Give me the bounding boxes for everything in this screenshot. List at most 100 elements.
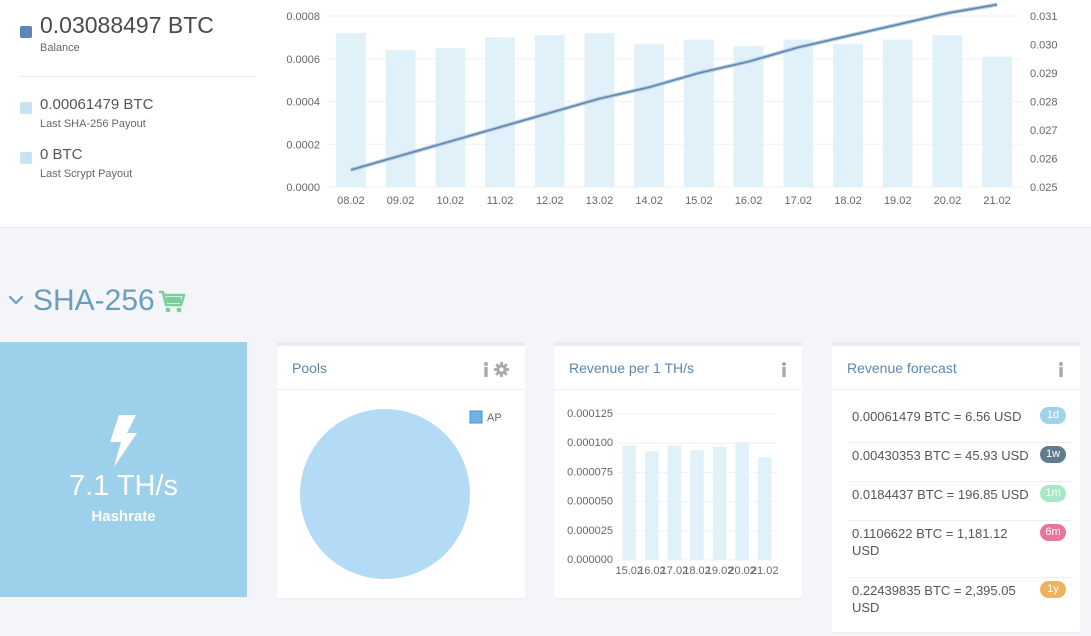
sha256-payout-value: 0.00061479 BTC — [40, 96, 154, 113]
revenue-per-th-chart: 0.000000 0.000025 0.000050 0.000075 0.000100… — [567, 408, 778, 577]
x-tick-label: 17.02 — [661, 565, 689, 577]
balance-value: 0.03088497 BTC — [40, 12, 214, 38]
bar — [634, 43, 665, 187]
x-tick-label: 15.02 — [685, 195, 713, 207]
x-tick-label: 15.02 — [616, 565, 644, 577]
pie-slice — [300, 409, 470, 579]
card-header: Pools — [277, 346, 525, 390]
balance-label: Balance — [40, 42, 80, 54]
y-tick-label: 0.000100 — [567, 437, 613, 449]
hashrate-value: 7.1 TH/s — [68, 470, 179, 502]
card-header: Revenue forecast — [832, 346, 1080, 390]
y-tick-label: 0.0006 — [286, 54, 320, 66]
period-badge: 1d — [1040, 407, 1066, 424]
revenue-per-th-card: Revenue per 1 TH/s 0.000000 0.000025 0.000… — [554, 342, 802, 598]
forecast-row-1m: 0.0184437 BTC = 196.85 USD 1m — [848, 482, 1072, 521]
x-tick-label: 18.02 — [834, 195, 862, 207]
x-tick-label: 20.02 — [728, 565, 756, 577]
period-badge: 1m — [1040, 485, 1066, 502]
legend-swatch — [469, 410, 483, 424]
x-tick-label: 08.02 — [337, 195, 365, 207]
period-badge: 6m — [1040, 524, 1066, 541]
divider — [20, 76, 256, 77]
bar — [783, 39, 814, 188]
forecast-row-1y: 0.22439835 BTC = 2,395.05 USD 1y — [848, 578, 1072, 636]
forecast-value: 0.1106622 BTC = 1,181.12 USD — [852, 526, 1008, 558]
x-tick-label: 12.02 — [536, 195, 564, 207]
y-right-tick-label: 0.028 — [1030, 97, 1058, 109]
card-title: Revenue forecast — [847, 360, 957, 376]
forecast-value: 0.00061479 BTC = 6.56 USD — [852, 409, 1022, 424]
y-right-tick-label: 0.031 — [1030, 11, 1058, 23]
sha256-legend-swatch — [20, 102, 32, 114]
revenue-forecast-card: Revenue forecast 0.00061479 BTC = 6.56 U… — [832, 342, 1080, 632]
x-tick-label: 20.02 — [934, 195, 962, 207]
x-tick-label: 17.02 — [785, 195, 813, 207]
y-tick-label: 0.000075 — [567, 466, 613, 478]
scrypt-payout-label: Last Scrypt Payout — [40, 168, 133, 180]
info-icon[interactable] — [780, 362, 788, 377]
y-tick-label: 0.000125 — [567, 408, 613, 420]
y-tick-label: 0.0008 — [286, 11, 320, 23]
bar — [385, 50, 416, 188]
bar — [485, 37, 515, 187]
cart-icon[interactable] — [158, 290, 186, 314]
section-title: SHA-256 — [33, 284, 155, 317]
balance-legend-swatch — [20, 26, 32, 38]
bar — [833, 43, 863, 187]
x-tick-label: 13.02 — [586, 195, 614, 207]
y-right-tick-label: 0.027 — [1030, 125, 1058, 137]
gear-icon[interactable] — [494, 362, 509, 377]
bar — [683, 39, 714, 188]
bar — [982, 56, 1013, 187]
x-tick-label: 14.02 — [635, 195, 663, 207]
bar — [335, 33, 366, 187]
period-badge: 1y — [1040, 581, 1066, 598]
hashrate-label: Hashrate — [91, 508, 156, 525]
bar — [932, 35, 963, 187]
series-line — [350, 3, 998, 171]
scrypt-legend-swatch — [20, 152, 32, 164]
y-right-tick-label: 0.029 — [1030, 68, 1058, 80]
y-right-tick-label: 0.025 — [1030, 182, 1058, 194]
bar — [735, 442, 749, 560]
bar — [733, 45, 764, 187]
forecast-row-1w: 0.00430353 BTC = 45.93 USD 1w — [848, 443, 1072, 482]
card-title: Revenue per 1 TH/s — [569, 360, 695, 376]
x-tick-label: 11.02 — [487, 195, 514, 207]
forecast-row-1d: 0.00061479 BTC = 6.56 USD 1d — [848, 404, 1072, 443]
x-tick-label: 10.02 — [437, 195, 465, 207]
scrypt-payout-value: 0 BTC — [40, 146, 83, 163]
x-tick-label: 16.02 — [638, 565, 666, 577]
card-header: Revenue per 1 TH/s — [554, 346, 802, 390]
x-tick-label: 19.02 — [706, 565, 734, 577]
bar — [667, 445, 682, 560]
forecast-value: 0.0184437 BTC = 196.85 USD — [852, 487, 1029, 502]
forecast-value: 0.00430353 BTC = 45.93 USD — [852, 448, 1029, 463]
pools-card: Pools AP — [277, 342, 525, 598]
y-tick-label: 0.0000 — [286, 182, 320, 194]
bar — [645, 451, 659, 560]
pools-pie-chart: AP — [300, 409, 502, 579]
bar — [622, 445, 637, 560]
balance-history-chart: 0.0000 0.0002 0.0004 0.0006 0.0008 0.025 0.026… — [286, 2, 1058, 207]
bar — [584, 33, 615, 187]
bar — [690, 450, 704, 560]
card-title: Pools — [292, 360, 328, 376]
forecast-row-6m: 0.1106622 BTC = 1,181.12 USD 6m — [848, 521, 1072, 578]
x-tick-label: 09.02 — [387, 195, 415, 207]
forecast-value: 0.22439835 BTC = 2,395.05 USD — [852, 583, 1016, 615]
legend-label: AP — [487, 412, 502, 424]
bar — [712, 446, 727, 560]
chevron-down-icon[interactable] — [8, 294, 24, 306]
balance-panel: 0.03088497 BTC Balance 0.00061479 BTC La… — [0, 0, 1091, 228]
info-icon[interactable] — [482, 362, 490, 377]
info-icon[interactable] — [1057, 362, 1065, 377]
y-tick-label: 0.000000 — [567, 554, 613, 566]
bar — [882, 39, 913, 188]
x-tick-label: 19.02 — [884, 195, 912, 207]
bolt-icon — [110, 415, 137, 467]
period-badge: 1w — [1040, 446, 1066, 463]
x-tick-label: 18.02 — [683, 565, 711, 577]
y-tick-label: 0.000025 — [567, 525, 613, 537]
